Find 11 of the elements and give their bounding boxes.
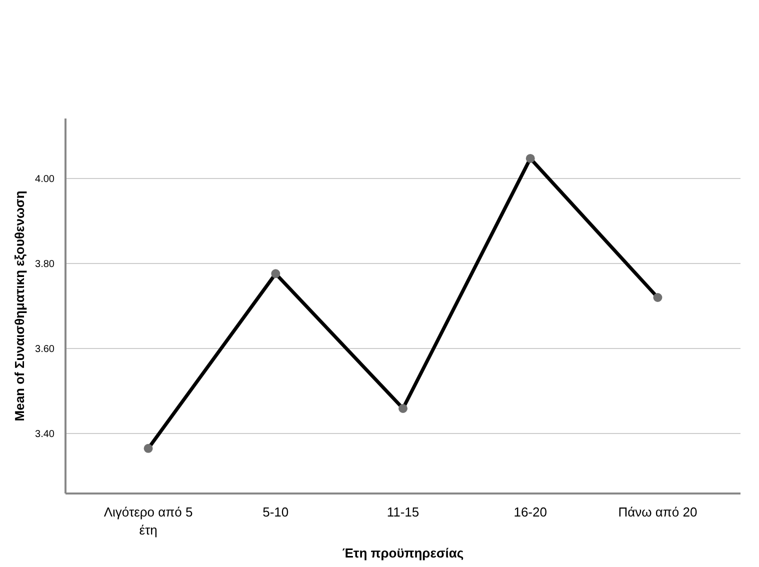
x-tick-label: 16-20 [514,504,547,520]
x-tick-label: 11-15 [386,504,420,520]
y-tick-label: 3.80 [35,258,55,270]
y-tick-label: 3.60 [35,344,55,356]
y-axis-title: Mean of Συναισθηματικη εξουθενωση [12,190,28,422]
x-axis-title: Έτη προϋπηρεσίας [342,546,464,560]
x-tick-label: Πάνω από 20 [618,504,698,520]
x-tick-label: Λιγότερο από 5 έτη [104,504,193,538]
y-tick-label: 4.00 [35,174,55,185]
x-tick-label: 5-10 [262,504,289,520]
y-tick-label: 3.40 [35,429,55,440]
